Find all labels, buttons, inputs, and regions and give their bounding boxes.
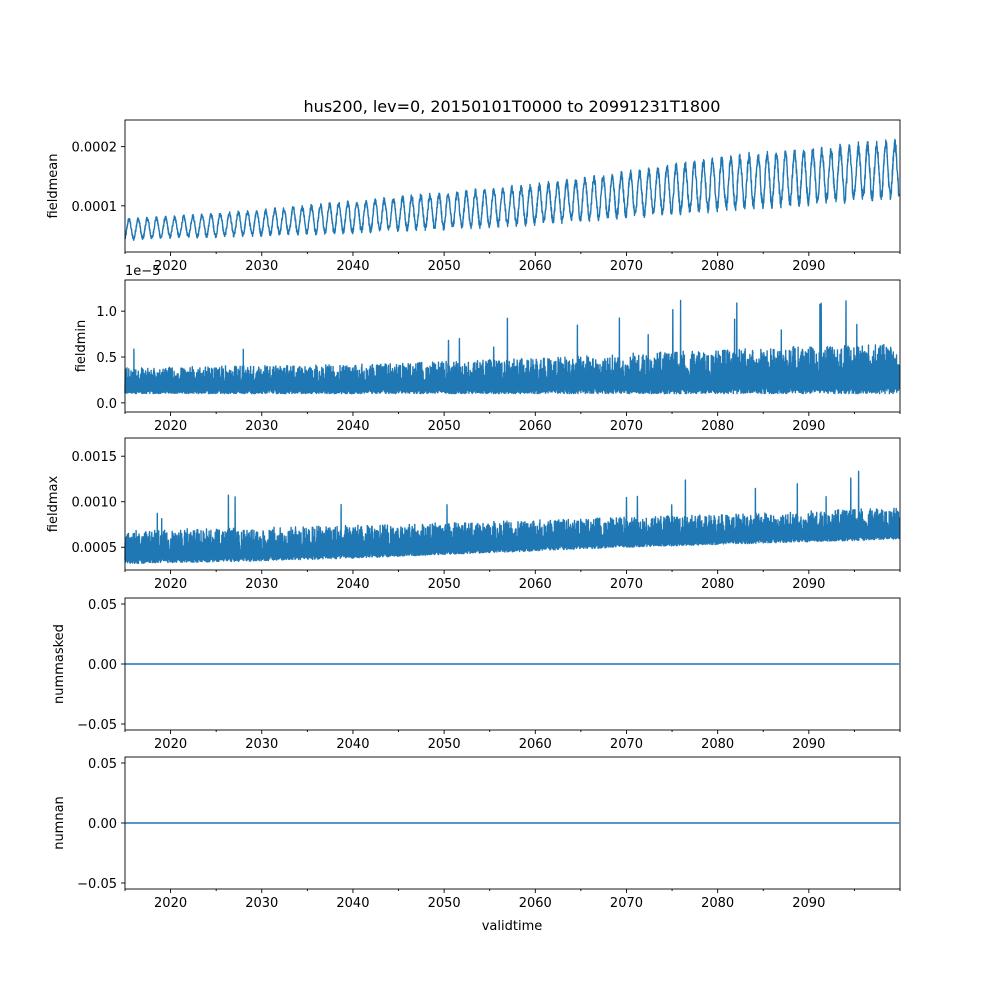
y-tick-label: −0.05 (77, 877, 117, 892)
y-tick-label: 0.05 (88, 757, 117, 772)
x-tick-label: 2030 (245, 577, 278, 592)
x-tick-label: 2050 (428, 577, 461, 592)
y-tick-label: −0.05 (77, 718, 117, 733)
x-tick-label: 2030 (245, 896, 278, 911)
y-axis-label: fieldmin (74, 320, 89, 373)
x-tick-label: 2080 (701, 419, 734, 434)
axes-frame (124, 279, 901, 413)
y-axis-label: fieldmax (46, 476, 61, 533)
y-tick-label: 0.5 (96, 351, 117, 366)
x-tick-label: 2050 (428, 737, 461, 752)
x-tick-label: 2060 (519, 577, 552, 592)
y-tick-label: 0.0002 (72, 141, 118, 156)
axes-frame (124, 437, 901, 571)
x-tick-label: 2030 (245, 259, 278, 274)
x-tick-label: 2040 (336, 896, 369, 911)
x-tick-label: 2090 (792, 896, 825, 911)
y-tick-label: 0.0010 (72, 496, 118, 511)
x-tick-label: 2070 (610, 896, 643, 911)
series-line-fieldmax (124, 470, 900, 565)
y-tick-label: 0.00 (88, 817, 117, 832)
x-tick-label: 2030 (245, 419, 278, 434)
x-tick-label: 2020 (154, 737, 187, 752)
panel-fieldmean: 0.0001 0.0002 2020 2030 2040 2050 2060 2070 2080… (46, 119, 901, 274)
series-line-fieldmean (124, 138, 900, 241)
y-tick-label: 0.0 (96, 397, 117, 412)
y-tick-label: 0.05 (88, 598, 117, 613)
x-tick-label: 2040 (336, 737, 369, 752)
x-tick-label: 2020 (154, 896, 187, 911)
x-tick-label: 2070 (610, 737, 643, 752)
x-tick-label: 2040 (336, 577, 369, 592)
chart-title: hus200, lev=0, 20150101T0000 to 20991231… (304, 97, 721, 116)
x-tick-label: 2020 (154, 259, 187, 274)
x-tick-label: 2070 (610, 419, 643, 434)
x-tick-label: 2060 (519, 737, 552, 752)
x-tick-label: 2090 (792, 737, 825, 752)
x-tick-label: 2080 (701, 896, 734, 911)
x-tick-label: 2090 (792, 259, 825, 274)
y-axis-label: fieldmean (46, 154, 61, 219)
x-tick-label: 2080 (701, 259, 734, 274)
x-tick-label: 2020 (154, 577, 187, 592)
x-tick-label: 2090 (792, 419, 825, 434)
panel-fieldmax: 0.0005 0.0010 0.0015 2020 2030 2040 2050 2060 20… (46, 437, 901, 592)
panel-nummasked: −0.05 0.00 0.05 2020 2030 2040 2050 2060 2070 208… (52, 597, 901, 752)
y-tick-label: 0.0001 (72, 200, 118, 215)
x-tick-label: 2060 (519, 419, 552, 434)
y-tick-label: 0.00 (88, 658, 117, 673)
x-tick-label: 2080 (701, 577, 734, 592)
x-tick-label: 2030 (245, 737, 278, 752)
y-tick-label: 1.0 (96, 305, 117, 320)
axes-frame (124, 119, 901, 253)
y-tick-label: 0.0015 (72, 450, 118, 465)
panels: 0.0001 0.0002 2020 2030 2040 2050 2060 2070 2080… (46, 119, 901, 911)
x-tick-label: 2020 (154, 419, 187, 434)
y-tick-label: 0.0005 (72, 541, 118, 556)
panel-fieldmin: 0.0 0.5 1.0 2020 2030 2040 2050 2060 2070 2080 209… (74, 264, 901, 434)
x-tick-label: 2070 (610, 577, 643, 592)
x-tick-label: 2070 (610, 259, 643, 274)
x-tick-label: 2060 (519, 896, 552, 911)
x-tick-label: 2060 (519, 259, 552, 274)
y-axis-label: nummasked (52, 624, 67, 704)
series-line-fieldmin (124, 299, 900, 395)
y-offset-text: 1e−5 (125, 264, 160, 279)
y-axis-label: numnan (52, 796, 67, 850)
x-axis-label: validtime (482, 919, 543, 934)
x-tick-label: 2050 (428, 259, 461, 274)
x-tick-label: 2040 (336, 419, 369, 434)
x-tick-label: 2090 (792, 577, 825, 592)
x-tick-label: 2040 (336, 259, 369, 274)
panel-numnan: −0.05 0.00 0.05 2020 2030 2040 2050 2060 2070 208… (52, 756, 901, 911)
x-tick-label: 2080 (701, 737, 734, 752)
x-tick-label: 2050 (428, 419, 461, 434)
x-tick-label: 2050 (428, 896, 461, 911)
